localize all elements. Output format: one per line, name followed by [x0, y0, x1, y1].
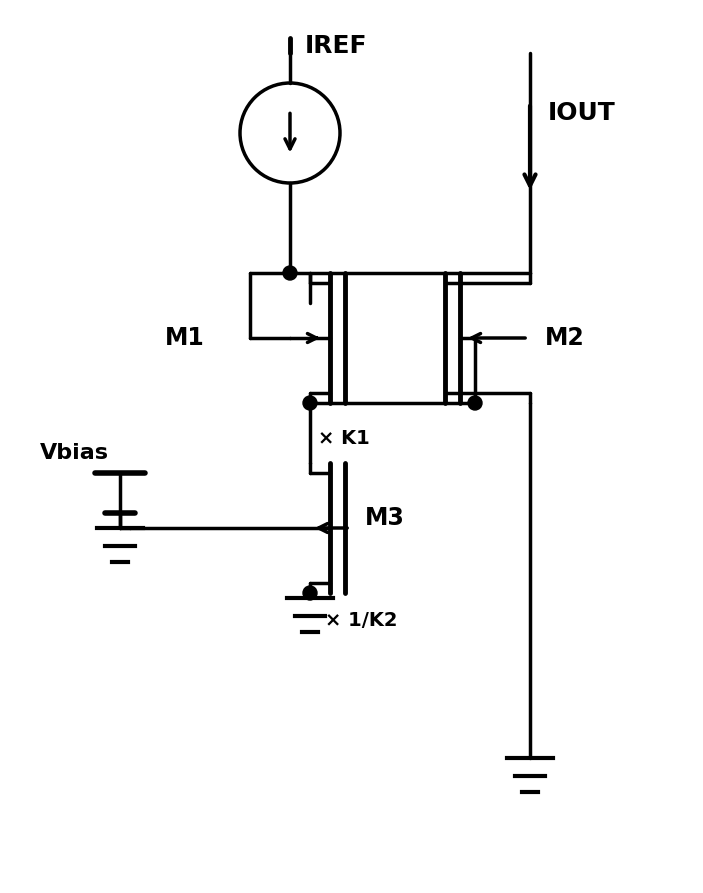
Text: M1: M1	[165, 326, 205, 350]
Text: Vbias: Vbias	[40, 443, 109, 463]
Text: IREF: IREF	[305, 34, 368, 58]
Circle shape	[303, 586, 317, 600]
Text: × K1: × K1	[318, 429, 370, 447]
Text: M3: M3	[365, 506, 405, 530]
Text: M2: M2	[545, 326, 585, 350]
Circle shape	[468, 396, 482, 410]
Circle shape	[303, 396, 317, 410]
Text: × 1/K2: × 1/K2	[325, 612, 397, 630]
Circle shape	[283, 266, 297, 280]
Text: IOUT: IOUT	[548, 101, 616, 125]
